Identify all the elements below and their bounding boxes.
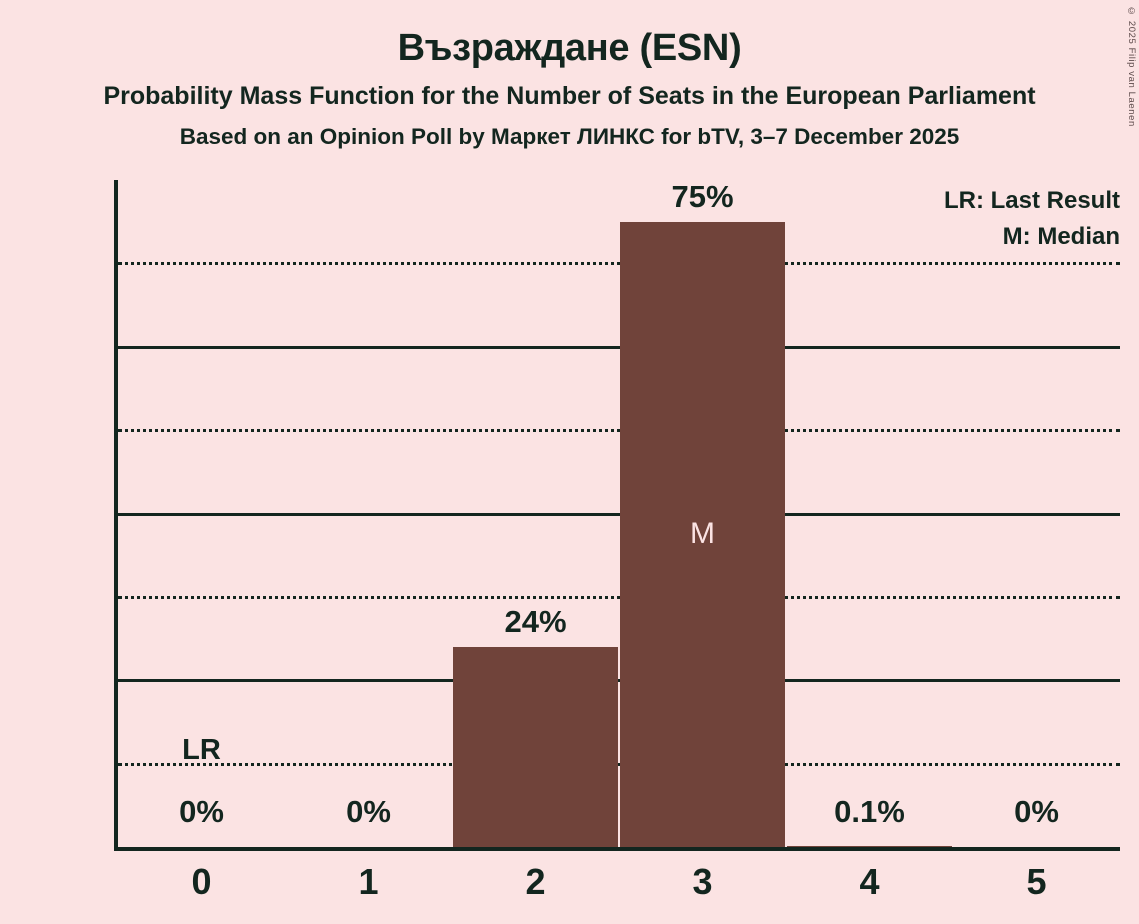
gridline-minor: [118, 762, 1120, 766]
x-axis-tick-label: 1: [358, 861, 379, 902]
legend-item-median: M: Median: [1002, 223, 1120, 250]
gridline-minor: [118, 429, 1120, 433]
bar[interactable]: [453, 646, 618, 847]
x-axis-tick-label: 4: [859, 861, 880, 902]
legend: LR: Last Result M: Median: [944, 183, 1120, 255]
plot-area: 20%40%60% 0%LR0%24%75%M0.1%0%: [114, 178, 1120, 851]
gridline-minor: [118, 595, 1120, 599]
chart-source-line: Based on an Opinion Poll by Маркет ЛИНКС…: [179, 124, 960, 149]
x-axis-tick-label: 2: [525, 861, 546, 902]
bars-layer: 0% LR 0% 24% 75% M 0.1% 0%: [118, 178, 1120, 847]
legend-item-last-result: LR: Last Result: [943, 187, 1120, 214]
y-axis-line: [114, 180, 118, 848]
x-axis-tick-label: 0: [191, 861, 212, 902]
gridline-major: [118, 512, 1120, 516]
bar-column[interactable]: 0% LR: [118, 180, 285, 847]
gridline-major: [118, 679, 1120, 683]
bar[interactable]: [620, 221, 785, 847]
bar[interactable]: [787, 846, 952, 847]
last-result-marker: LR: [182, 733, 221, 766]
gridline-major: [118, 345, 1120, 349]
bar-value-label: 0%: [346, 794, 391, 829]
bar-value-label: 24%: [504, 603, 567, 639]
bar-value-label: 0%: [179, 794, 224, 829]
bar-value-label: 75%: [671, 178, 734, 214]
chart-subtitle: Probability Mass Function for the Number…: [103, 82, 1036, 110]
x-axis-line: [114, 847, 1120, 851]
page-title: Възраждане (ESN): [397, 27, 742, 69]
median-marker: M: [690, 517, 715, 551]
x-axis-tick-label: 5: [1026, 861, 1047, 902]
bar-value-label: 0.1%: [834, 794, 905, 829]
bar-column[interactable]: 24%: [452, 180, 619, 847]
title-block: Възраждане (ESN) Probability Mass Functi…: [0, 0, 1139, 152]
bar-column[interactable]: 0%: [285, 180, 452, 847]
x-axis-tick-labels: 0 1 2 3 4 5: [118, 860, 1120, 920]
bar-column[interactable]: 0%: [953, 180, 1120, 847]
bar-value-label: 0%: [1014, 794, 1059, 829]
copyright-notice: © 2025 Filip van Laenen: [1126, 6, 1137, 127]
bar-column[interactable]: 75% M: [619, 178, 786, 847]
x-axis-tick-label: 3: [692, 861, 713, 902]
bar-column[interactable]: 0.1%: [786, 180, 953, 847]
gridline-minor: [118, 262, 1120, 266]
